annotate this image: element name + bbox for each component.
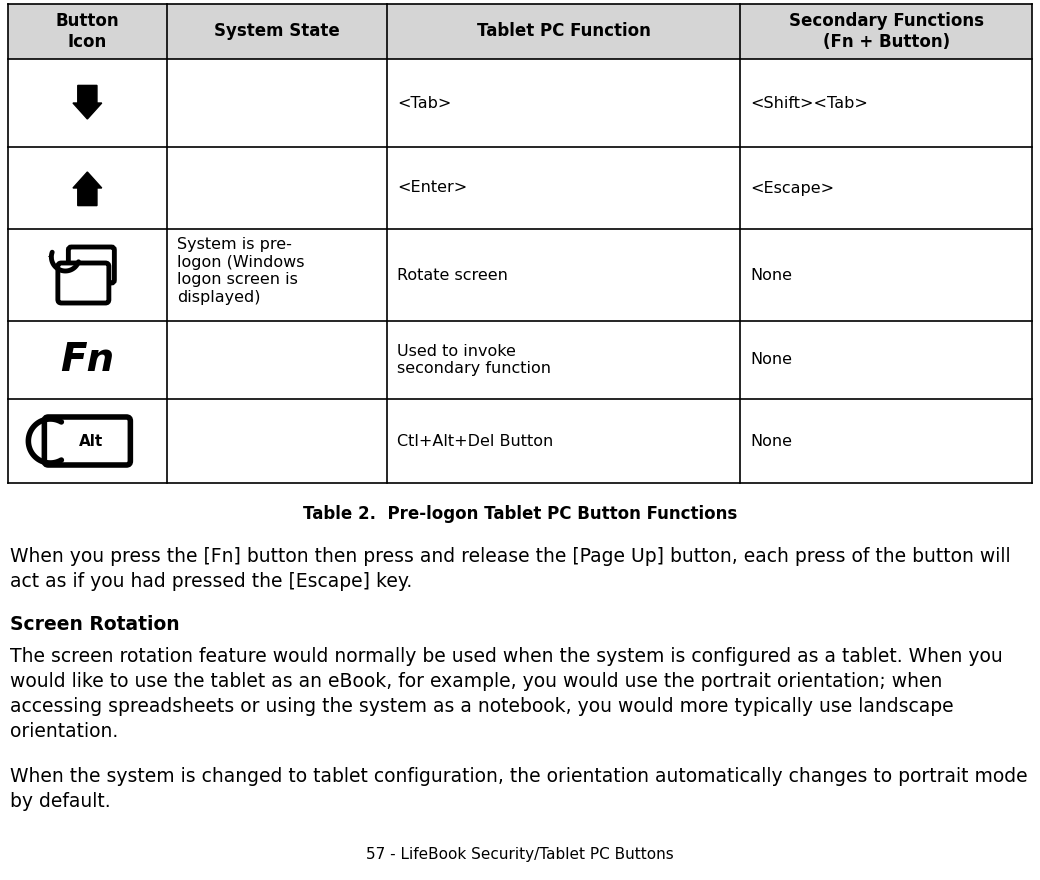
Text: Rotate screen: Rotate screen <box>397 268 508 282</box>
FancyBboxPatch shape <box>45 417 130 465</box>
Text: None: None <box>750 268 792 282</box>
Text: When the system is changed to tablet configuration, the orientation automaticall: When the system is changed to tablet con… <box>10 767 1028 811</box>
Text: Screen Rotation: Screen Rotation <box>10 615 180 634</box>
Text: Button
Icon: Button Icon <box>55 12 120 51</box>
Text: <Escape>: <Escape> <box>750 180 834 195</box>
Text: <Shift><Tab>: <Shift><Tab> <box>750 96 868 111</box>
Text: Used to invoke
secondary function: Used to invoke secondary function <box>397 344 551 376</box>
Bar <box>8 4 1032 59</box>
Text: System State: System State <box>214 23 340 40</box>
Text: 57 - LifeBook Security/Tablet PC Buttons: 57 - LifeBook Security/Tablet PC Buttons <box>366 847 674 862</box>
Text: Tablet PC Function: Tablet PC Function <box>476 23 650 40</box>
Text: Fn: Fn <box>60 341 114 379</box>
Text: Table 2.  Pre-logon Tablet PC Button Functions: Table 2. Pre-logon Tablet PC Button Func… <box>303 505 737 523</box>
FancyBboxPatch shape <box>58 263 109 303</box>
Text: None: None <box>750 434 792 449</box>
Text: When you press the [Fn] button then press and release the [Page Up] button, each: When you press the [Fn] button then pres… <box>10 547 1011 591</box>
FancyBboxPatch shape <box>69 247 114 283</box>
Text: None: None <box>750 353 792 368</box>
FancyBboxPatch shape <box>69 273 99 293</box>
Text: <Tab>: <Tab> <box>397 96 451 111</box>
Polygon shape <box>73 85 102 119</box>
Text: Alt: Alt <box>79 434 104 449</box>
Text: <Enter>: <Enter> <box>397 180 467 195</box>
Text: Secondary Functions
(Fn + Button): Secondary Functions (Fn + Button) <box>788 12 984 51</box>
Text: System is pre-
logon (Windows
logon screen is
displayed): System is pre- logon (Windows logon scre… <box>177 238 305 304</box>
Text: Ctl+Alt+Del Button: Ctl+Alt+Del Button <box>397 434 553 449</box>
Polygon shape <box>73 172 102 206</box>
Text: The screen rotation feature would normally be used when the system is configured: The screen rotation feature would normal… <box>10 647 1003 741</box>
